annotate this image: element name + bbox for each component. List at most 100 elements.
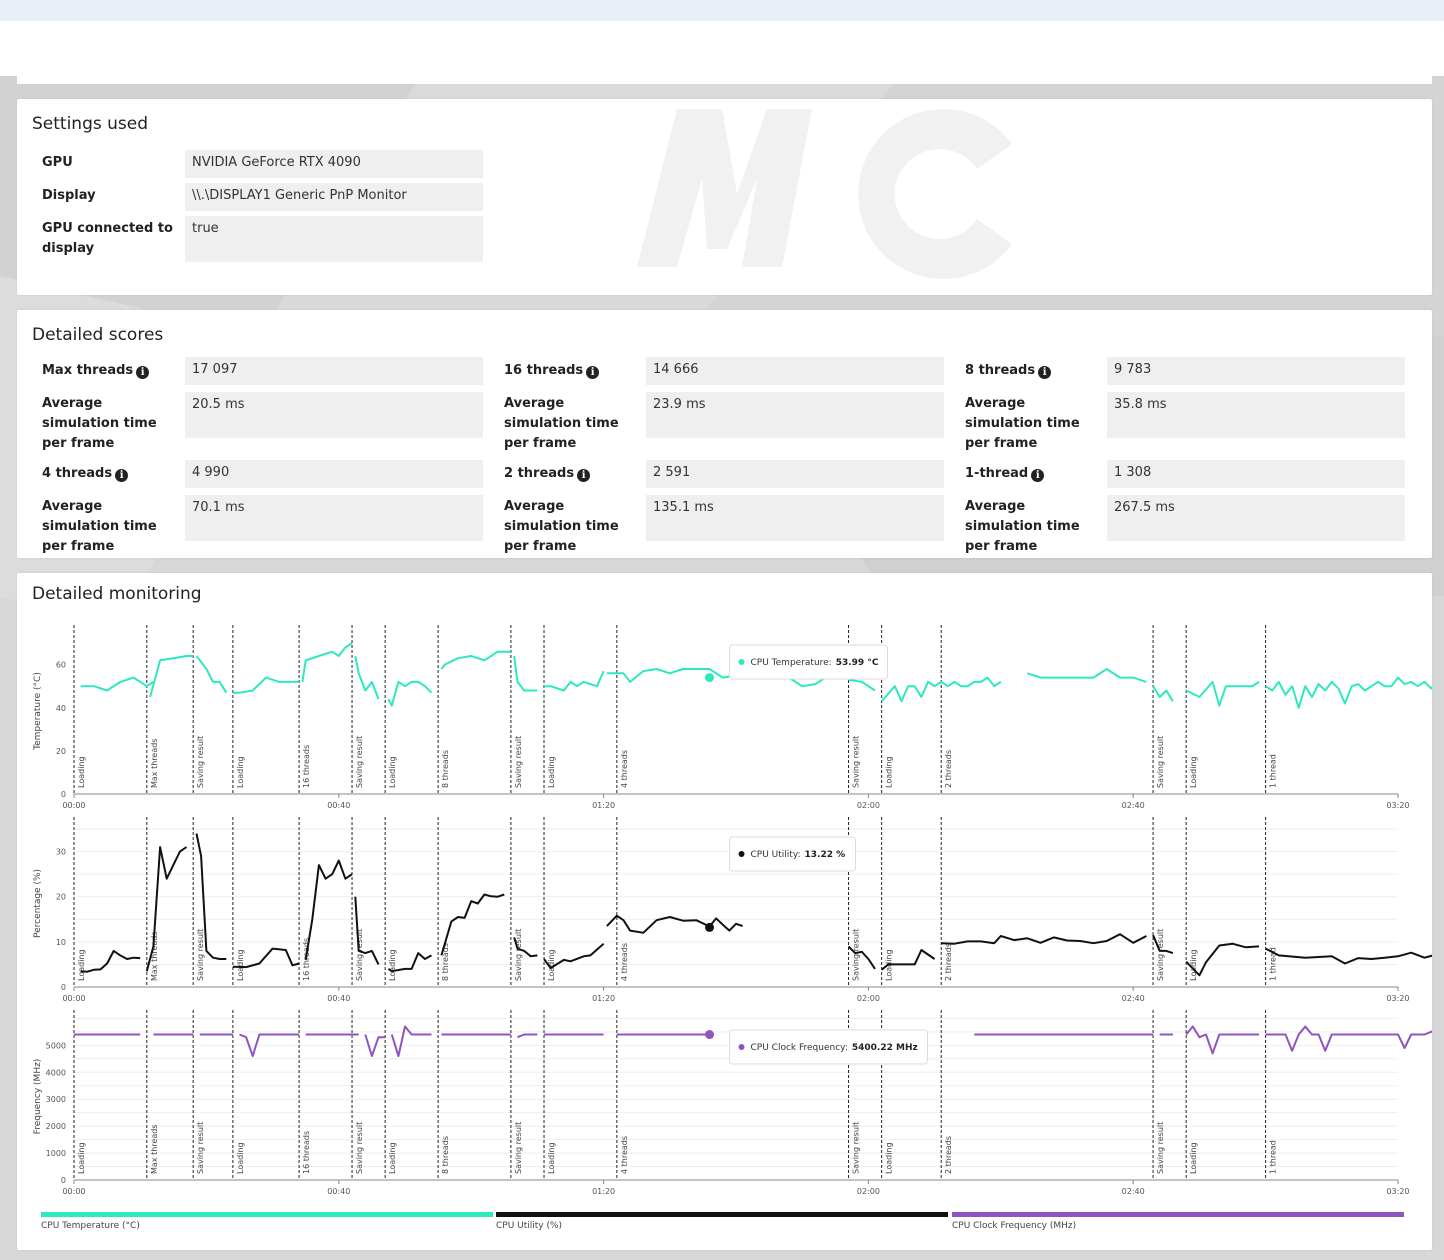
x-tick-label: 03:20 (1386, 994, 1409, 1003)
phase-marker-label: Loading (77, 756, 86, 788)
series-line (848, 678, 876, 692)
sim-time-value: 135.1 ms (646, 495, 944, 541)
series-line (364, 1034, 386, 1058)
phase-marker-label: 8 threads (441, 1136, 450, 1174)
settings-title: Settings used (32, 114, 149, 134)
info-icon[interactable]: i (136, 366, 150, 379)
tooltip-label: CPU Utility: (751, 850, 801, 860)
series-line (440, 650, 511, 670)
y-tick-label: 20 (56, 747, 66, 756)
series-line (513, 937, 538, 958)
previous-card-edge (17, 76, 1432, 84)
series-line (232, 947, 300, 969)
series-line (145, 846, 188, 972)
y-axis-label: Temperature (°C) (33, 672, 43, 751)
watermark-logo (637, 109, 1012, 280)
score-value: 1 308 (1107, 460, 1405, 488)
phase-marker-label: Saving result (355, 929, 364, 981)
score-value: 4 990 (185, 460, 483, 488)
series-line (1265, 1025, 1432, 1052)
series-line (80, 949, 141, 973)
legend-swatch[interactable] (41, 1212, 493, 1217)
legend-label[interactable]: CPU Temperature (°C) (41, 1221, 140, 1231)
phase-marker-label: 8 threads (441, 750, 450, 788)
tooltip-marker (738, 659, 745, 665)
x-tick-label: 02:40 (1122, 801, 1145, 810)
phase-marker-label: Saving result (196, 1122, 205, 1174)
legend-label[interactable]: CPU Clock Frequency (MHz) (952, 1221, 1077, 1231)
phase-marker-label: Loading (1189, 756, 1198, 788)
series-line (149, 655, 194, 698)
phase-marker-label: 2 threads (944, 750, 953, 788)
y-tick-label: 60 (56, 661, 66, 670)
monitoring-title: Detailed monitoring (32, 584, 202, 604)
phase-marker-label: 4 threads (620, 943, 629, 981)
series-line (544, 670, 605, 692)
phase-marker-label: Saving result (514, 736, 523, 788)
display-value: \\.\DISPLAY1 Generic PnP Monitor (185, 183, 483, 211)
y-axis-label: Percentage (%) (33, 869, 43, 938)
phase-marker-label: Max threads (150, 932, 159, 981)
score-value: 2 591 (646, 460, 944, 488)
y-tick-label: 10 (56, 938, 66, 947)
series-line (304, 859, 353, 961)
info-icon[interactable]: i (115, 469, 129, 482)
series-line (1185, 680, 1260, 707)
score-label: 2 threads i (504, 464, 644, 484)
info-icon[interactable]: i (586, 366, 600, 379)
series-line (390, 1025, 432, 1058)
score-label: 8 threads i (965, 361, 1105, 381)
phase-marker-label: 2 threads (944, 943, 953, 981)
sim-time-label: Average simulation time per frame (965, 396, 1080, 451)
phase-marker-label: Loading (547, 949, 556, 981)
phase-marker-label: Loading (388, 756, 397, 788)
series-line (354, 896, 380, 965)
x-tick-label: 00:40 (327, 1187, 350, 1196)
phase-marker-label: Saving result (852, 736, 861, 788)
series-line (606, 668, 843, 688)
gpu-connected-label: GPU connected to display (42, 221, 173, 256)
info-icon[interactable]: i (1031, 469, 1045, 482)
gpu-connected-value: true (185, 216, 483, 262)
sim-time-value: 23.9 ms (646, 392, 944, 438)
phase-marker-label: Saving result (852, 929, 861, 981)
x-tick-label: 00:40 (327, 801, 350, 810)
legend-swatch[interactable] (496, 1212, 948, 1217)
tooltip-box (729, 644, 889, 680)
phase-marker-label: Loading (547, 756, 556, 788)
tooltip-value: 5400.22 MHz (852, 1043, 918, 1053)
phase-marker-label: 16 threads (302, 745, 311, 788)
x-tick-label: 02:00 (857, 994, 880, 1003)
tooltip-label: CPU Clock Frequency: (751, 1043, 848, 1053)
info-icon[interactable]: i (577, 469, 591, 482)
info-icon[interactable]: i (1038, 366, 1052, 379)
sim-time-value: 267.5 ms (1107, 495, 1405, 541)
x-tick-label: 02:40 (1122, 1187, 1145, 1196)
sim-time-label: Average simulation time per frame (504, 499, 619, 554)
series-line (1265, 947, 1432, 965)
x-tick-label: 02:00 (857, 1187, 880, 1196)
series-line (1152, 685, 1174, 702)
phase-marker-label: 1 thread (1269, 754, 1278, 788)
y-tick-label: 40 (56, 704, 66, 713)
series-line (941, 933, 1147, 945)
tooltip-marker (738, 1044, 745, 1050)
legend-label[interactable]: CPU Utility (%) (496, 1221, 563, 1231)
phase-marker-label: Saving result (196, 929, 205, 981)
sim-time-value: 70.1 ms (185, 495, 483, 541)
phase-marker-label: Loading (236, 1142, 245, 1174)
legend-swatch[interactable] (952, 1212, 1404, 1217)
tooltip-value: 13.22 % (805, 850, 846, 860)
series-line (301, 642, 353, 683)
phase-marker-label: Max threads (150, 1125, 159, 1174)
phase-marker-label: Saving result (852, 1122, 861, 1174)
x-tick-label: 01:20 (592, 994, 615, 1003)
score-value: 14 666 (646, 357, 944, 385)
phase-marker-label: Saving result (355, 736, 364, 788)
phase-marker-label: Saving result (514, 929, 523, 981)
phase-marker-label: Max threads (150, 739, 159, 788)
phase-marker-label: Loading (388, 1142, 397, 1174)
series-line (387, 680, 433, 707)
series-line (232, 676, 300, 694)
header-strip (0, 21, 1444, 76)
